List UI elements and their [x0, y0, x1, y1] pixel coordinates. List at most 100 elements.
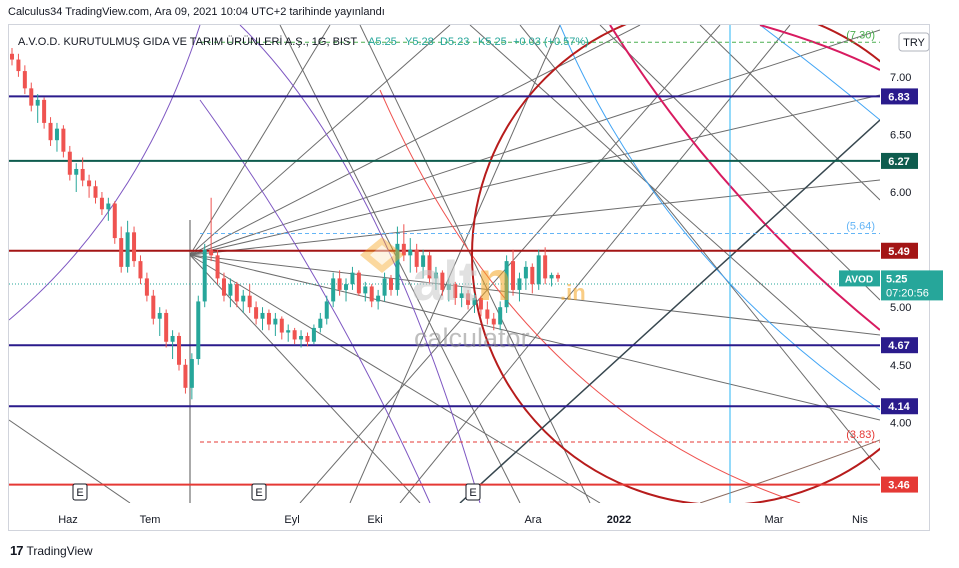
level-badge-label: 5.49 [888, 246, 909, 258]
candle-body [228, 284, 233, 296]
current-price-value: 5.25 [886, 273, 907, 285]
candle-body [170, 335, 175, 342]
candle-body [241, 295, 246, 302]
candle-body [74, 168, 79, 175]
candle-body [401, 243, 406, 256]
y-tick-label: 6.50 [890, 129, 911, 141]
candle-body [125, 232, 130, 267]
candle-body [10, 53, 14, 60]
pink-arc-top [759, 25, 880, 71]
candle-body [453, 284, 458, 298]
ohlc-low: D5.23 [440, 36, 469, 48]
candle-body [157, 312, 162, 319]
candle-body [138, 261, 143, 279]
level-badge-label: 4.14 [888, 401, 910, 413]
earnings-marker-label: E [76, 487, 83, 499]
level-badge [881, 88, 918, 105]
candle-body [279, 318, 284, 333]
x-tick-label: Ara [524, 514, 542, 526]
candle-body [549, 274, 554, 279]
candle-body [132, 232, 137, 262]
candle-body [254, 307, 259, 319]
candle-body [344, 284, 349, 290]
candle-body [209, 249, 214, 256]
candle-body [530, 266, 535, 285]
footer-brand[interactable]: 17 TradingView [10, 543, 93, 558]
candle-body [324, 301, 329, 319]
level-badge [881, 398, 918, 415]
earnings-marker[interactable] [465, 483, 481, 501]
trend-line-dark [459, 119, 880, 503]
candle-body [234, 284, 239, 302]
x-tick-label: Eki [367, 514, 382, 526]
candle-body [106, 203, 111, 210]
candle-body [48, 122, 53, 141]
candle-body [427, 255, 432, 279]
watermark: altn .in calculator [360, 237, 586, 353]
level-badge [881, 476, 918, 493]
brown-arc [699, 439, 880, 503]
candle-body [382, 278, 387, 296]
level-badge [881, 242, 918, 259]
candles [10, 48, 560, 400]
dashed-level-label: (5.64) [846, 220, 875, 232]
purple-arcs [9, 25, 481, 503]
x-tick-label: Tem [140, 514, 161, 526]
candle-body [440, 272, 445, 290]
candle-body [22, 71, 27, 89]
candle-body [446, 284, 451, 290]
candle-body [369, 286, 374, 302]
x-tick-label: 2022 [607, 514, 631, 526]
footer-brand-text: TradingView [26, 543, 93, 558]
y-tick-label: 5.00 [890, 302, 911, 314]
symbol-name: A.V.O.D. KURUTULMUŞ GIDA VE TARIM ÜRÜNLE… [18, 35, 357, 48]
red-arc [379, 89, 801, 503]
candle-body [543, 255, 548, 279]
candle-body [395, 243, 400, 290]
candle-body [260, 312, 265, 319]
candle-body [151, 295, 156, 319]
candle-body [196, 301, 201, 360]
level-lines: (7.30) (5.64) (3.83) [9, 29, 880, 486]
candle-body [556, 274, 560, 279]
candle-body [42, 99, 47, 123]
bar-countdown: 07:20:56 [886, 287, 929, 299]
level-badge-label: 3.46 [888, 480, 909, 492]
candle-body [536, 255, 541, 285]
blue-arcs [559, 25, 880, 411]
ohlc-change: +0.03 (+0.57%) [513, 36, 589, 48]
fan-lines [9, 25, 880, 503]
candle-body [189, 359, 194, 388]
candle-body [408, 249, 413, 256]
candle-body [93, 186, 98, 198]
level-badge-label: 4.67 [888, 340, 909, 352]
earnings-marker[interactable] [72, 483, 88, 501]
candle-body [99, 197, 104, 210]
level-badge [881, 337, 918, 354]
watermark-subtitle: calculator [414, 323, 530, 353]
candle-body [273, 318, 278, 325]
candle-body [305, 335, 310, 342]
y-tick-label: 4.00 [890, 417, 911, 429]
candle-body [16, 59, 21, 72]
candle-body [491, 318, 496, 325]
symbol-badge [839, 270, 880, 287]
currency-button[interactable] [898, 32, 930, 52]
level-badge [881, 152, 918, 169]
candle-body [478, 297, 483, 310]
candle-body [485, 309, 490, 319]
chart-header-text: Calculus34 TradingView.com, Ara 09, 2021… [8, 6, 385, 18]
tradingview-logo-icon: 17 [10, 543, 24, 558]
y-tick-label: 7.00 [890, 72, 911, 84]
candle-body [511, 261, 516, 290]
x-tick-label: Mar [765, 514, 784, 526]
earnings-marker[interactable] [251, 483, 267, 501]
x-tick-label: Eyl [284, 514, 299, 526]
dashed-level-label: (7.30) [846, 29, 875, 41]
candle-body [388, 278, 393, 290]
earnings-marker-label: E [255, 487, 262, 499]
candle-body [119, 238, 124, 267]
candle-body [80, 168, 85, 181]
